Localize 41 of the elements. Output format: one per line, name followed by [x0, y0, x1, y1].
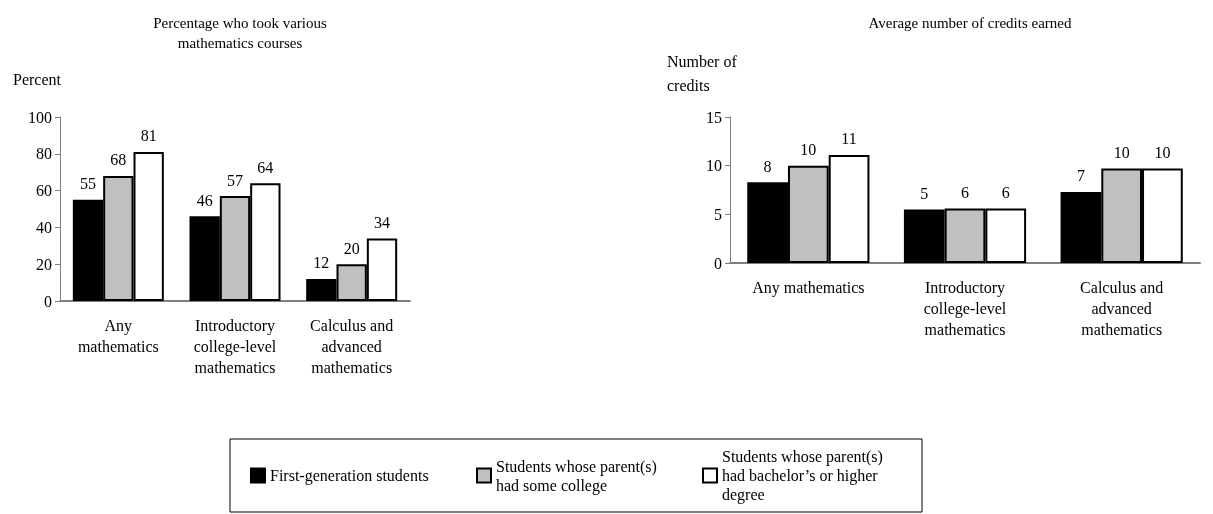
x-tick-label: Calculus and advanced mathematics [1080, 279, 1164, 338]
data-label: 10 [1154, 144, 1171, 162]
x-tick-label: Any mathematics [77, 317, 159, 355]
y-tick-label: 80 [36, 145, 52, 163]
x-tick-label: Introductory college-level mathematics [193, 317, 277, 376]
y-axis-title: Number of credits [667, 52, 738, 94]
data-label: 12 [313, 254, 330, 272]
data-label: 7 [1076, 167, 1085, 185]
y-tick-label: 0 [44, 292, 52, 310]
data-label: 46 [196, 191, 213, 209]
legend-label: Students whose parent(s) had some college [496, 457, 661, 495]
data-label: 20 [343, 239, 360, 257]
data-label: 10 [800, 141, 817, 159]
y-tick-label: 0 [714, 254, 722, 272]
y-axis-title: Percent [13, 70, 62, 88]
y-tick-label: 20 [36, 255, 52, 273]
data-label: 55 [80, 175, 96, 193]
x-tick-label: Any mathematics [752, 279, 865, 297]
chart-title: Average number of credits earned [868, 15, 1072, 31]
y-tick-label: 10 [706, 157, 722, 175]
data-label: 68 [110, 151, 127, 169]
data-label: 6 [1001, 183, 1010, 201]
x-tick-label: Calculus and advanced mathematics [310, 317, 394, 376]
data-label: 10 [1113, 144, 1130, 162]
x-tick-label: Introductory college-level mathematics [923, 279, 1007, 338]
data-label: 81 [140, 127, 157, 145]
y-tick-label: 40 [36, 218, 52, 236]
y-tick-label: 100 [28, 108, 52, 126]
chart-title: Percentage who took various mathematics courses [153, 15, 328, 51]
data-label: 57 [227, 171, 243, 189]
data-label: 6 [961, 183, 969, 201]
y-tick-label: 15 [706, 108, 722, 126]
y-tick-label: 5 [714, 205, 722, 223]
legend-label: First-generation students [270, 467, 429, 485]
data-label: 8 [763, 157, 772, 175]
data-label: 34 [374, 213, 390, 231]
data-label: 5 [920, 184, 929, 202]
y-tick-label: 60 [36, 182, 52, 200]
data-label: 64 [257, 158, 274, 176]
data-label: 11 [841, 130, 857, 148]
legend-label: Students whose parent(s) had bachelor’s or higher degree [722, 448, 887, 504]
